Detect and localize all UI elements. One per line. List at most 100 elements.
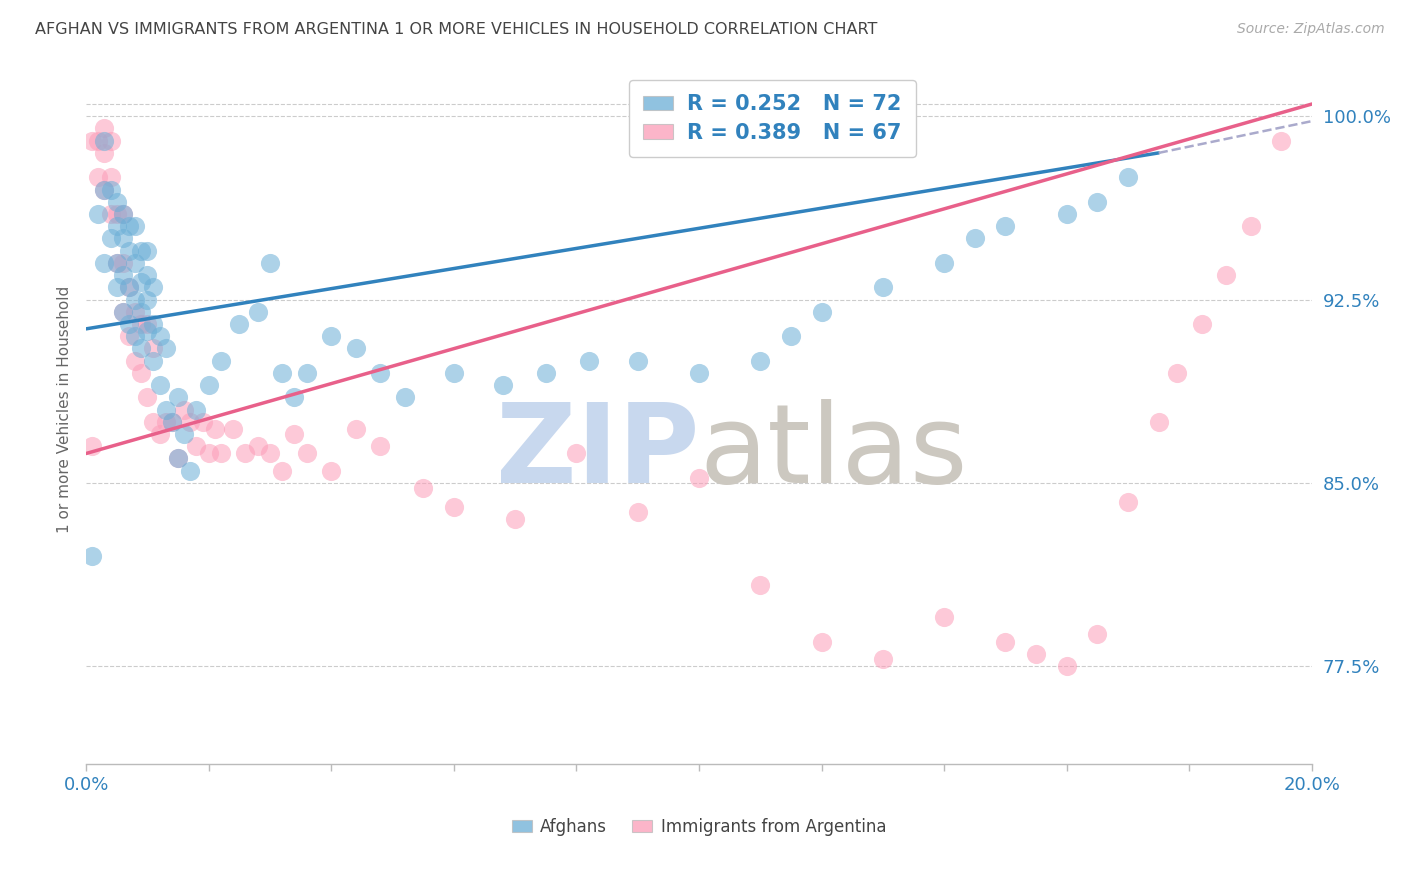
Point bbox=[167, 451, 190, 466]
Point bbox=[810, 634, 832, 648]
Point bbox=[235, 446, 257, 460]
Point bbox=[149, 329, 172, 343]
Point bbox=[688, 366, 710, 380]
Point bbox=[246, 439, 269, 453]
Point bbox=[368, 439, 391, 453]
Point bbox=[149, 426, 172, 441]
Point bbox=[186, 439, 208, 453]
Point bbox=[111, 231, 134, 245]
Point bbox=[173, 402, 195, 417]
Point bbox=[129, 342, 152, 356]
Point bbox=[1239, 219, 1261, 234]
Point bbox=[503, 512, 526, 526]
Point bbox=[136, 268, 159, 282]
Point bbox=[87, 170, 110, 185]
Point bbox=[160, 415, 183, 429]
Point bbox=[167, 390, 190, 404]
Point bbox=[1056, 659, 1078, 673]
Point bbox=[124, 329, 146, 343]
Point bbox=[271, 366, 294, 380]
Point bbox=[688, 471, 710, 485]
Point bbox=[209, 353, 232, 368]
Point bbox=[129, 304, 152, 318]
Point bbox=[155, 342, 177, 356]
Point bbox=[934, 256, 956, 270]
Point bbox=[780, 329, 803, 343]
Point bbox=[105, 207, 128, 221]
Point bbox=[228, 317, 250, 331]
Point bbox=[222, 422, 245, 436]
Point bbox=[124, 219, 146, 234]
Point bbox=[173, 426, 195, 441]
Point bbox=[1166, 366, 1188, 380]
Point bbox=[111, 207, 134, 221]
Point bbox=[111, 256, 134, 270]
Point bbox=[136, 324, 159, 338]
Point bbox=[111, 304, 134, 318]
Point bbox=[259, 446, 281, 460]
Point bbox=[136, 293, 159, 307]
Point bbox=[627, 353, 650, 368]
Point bbox=[93, 183, 115, 197]
Point bbox=[412, 481, 434, 495]
Point bbox=[344, 342, 367, 356]
Point bbox=[149, 378, 172, 392]
Point bbox=[124, 256, 146, 270]
Point bbox=[627, 505, 650, 519]
Point bbox=[749, 353, 772, 368]
Point bbox=[1056, 207, 1078, 221]
Text: AFGHAN VS IMMIGRANTS FROM ARGENTINA 1 OR MORE VEHICLES IN HOUSEHOLD CORRELATION : AFGHAN VS IMMIGRANTS FROM ARGENTINA 1 OR… bbox=[35, 22, 877, 37]
Legend: Afghans, Immigrants from Argentina: Afghans, Immigrants from Argentina bbox=[505, 811, 893, 843]
Point bbox=[100, 207, 122, 221]
Point bbox=[1025, 647, 1047, 661]
Point bbox=[118, 317, 141, 331]
Point bbox=[394, 390, 416, 404]
Point bbox=[82, 549, 104, 563]
Point bbox=[136, 317, 159, 331]
Point bbox=[118, 329, 141, 343]
Point bbox=[82, 134, 104, 148]
Point bbox=[246, 304, 269, 318]
Point bbox=[443, 366, 465, 380]
Point bbox=[136, 244, 159, 258]
Point bbox=[129, 276, 152, 290]
Point bbox=[93, 183, 115, 197]
Point bbox=[204, 422, 226, 436]
Point bbox=[1116, 495, 1139, 509]
Point bbox=[179, 464, 201, 478]
Point bbox=[295, 446, 318, 460]
Point bbox=[934, 610, 956, 624]
Point bbox=[1085, 627, 1108, 641]
Point bbox=[321, 464, 343, 478]
Point bbox=[129, 366, 152, 380]
Point bbox=[1270, 134, 1292, 148]
Text: atlas: atlas bbox=[699, 399, 967, 506]
Point bbox=[118, 244, 141, 258]
Point bbox=[344, 422, 367, 436]
Point bbox=[142, 415, 165, 429]
Point bbox=[93, 121, 115, 136]
Point bbox=[179, 415, 201, 429]
Point bbox=[87, 134, 110, 148]
Point bbox=[994, 219, 1017, 234]
Point bbox=[295, 366, 318, 380]
Point bbox=[105, 219, 128, 234]
Point bbox=[565, 446, 588, 460]
Point bbox=[118, 280, 141, 294]
Point bbox=[167, 451, 190, 466]
Point bbox=[271, 464, 294, 478]
Point bbox=[160, 415, 183, 429]
Point bbox=[93, 256, 115, 270]
Point bbox=[1116, 170, 1139, 185]
Point bbox=[578, 353, 600, 368]
Point bbox=[534, 366, 557, 380]
Point bbox=[87, 207, 110, 221]
Point bbox=[155, 402, 177, 417]
Point bbox=[100, 183, 122, 197]
Point bbox=[1147, 415, 1170, 429]
Point bbox=[142, 342, 165, 356]
Point bbox=[124, 353, 146, 368]
Point bbox=[118, 280, 141, 294]
Point bbox=[1215, 268, 1237, 282]
Point bbox=[111, 304, 134, 318]
